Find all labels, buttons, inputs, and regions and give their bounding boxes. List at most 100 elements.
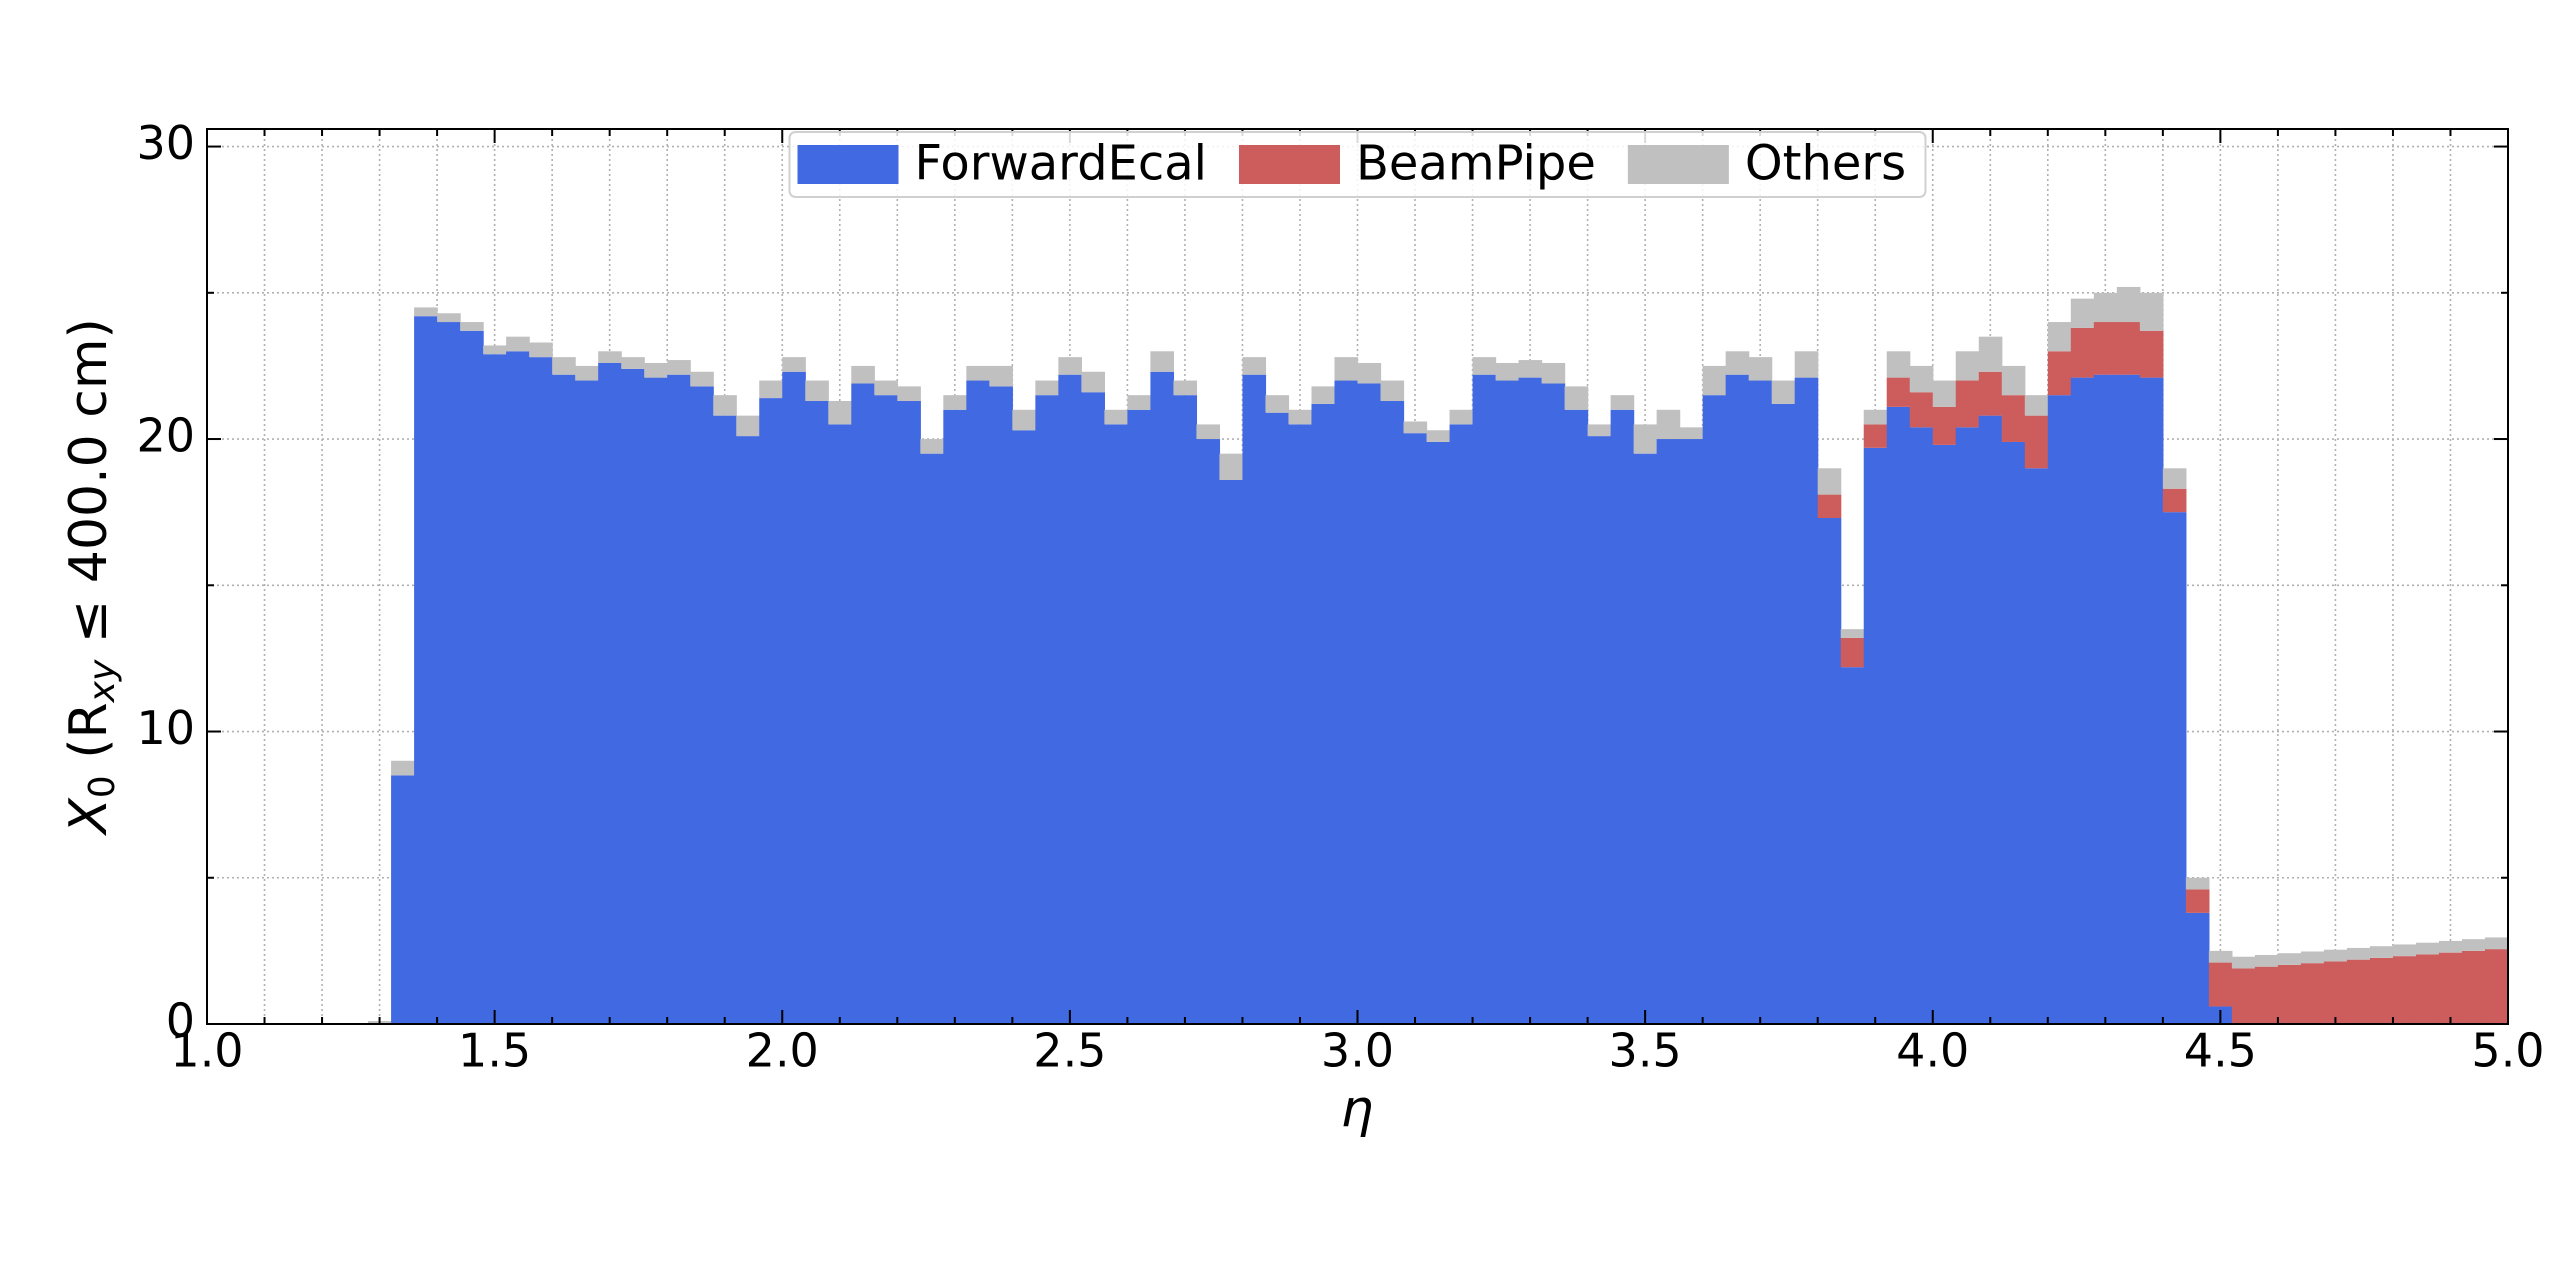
histogram-bar — [1288, 409, 1313, 425]
histogram-bar — [2093, 292, 2118, 323]
histogram-bar — [874, 380, 898, 396]
histogram-bar — [2392, 956, 2417, 1024]
histogram-bar — [575, 365, 599, 381]
histogram-bar — [2231, 968, 2256, 1024]
x-axis-label: η — [1341, 1079, 1374, 1139]
histogram-bar — [1196, 424, 1221, 440]
histogram-bar — [598, 351, 622, 363]
histogram-bar — [1242, 357, 1267, 375]
histogram-bar — [1564, 409, 1589, 1024]
histogram-bar — [943, 395, 967, 410]
histogram-bar — [1334, 380, 1359, 1024]
histogram-bar — [1886, 406, 1911, 1024]
histogram-bar — [2093, 322, 2118, 375]
histogram-bar — [2001, 365, 2026, 396]
histogram-bar — [1748, 380, 1773, 1024]
histogram-bar — [851, 383, 875, 1024]
histogram-bar — [2024, 468, 2049, 1025]
histogram-bar — [1518, 360, 1543, 378]
histogram-bar — [2277, 964, 2302, 1024]
histogram-bar — [1564, 386, 1589, 410]
histogram-bar — [598, 362, 622, 1024]
histogram-bar — [690, 386, 714, 1024]
histogram-bar — [989, 365, 1013, 387]
histogram-bar — [1817, 518, 1842, 1024]
histogram-bar — [1840, 667, 1865, 1024]
histogram-bar — [1219, 479, 1244, 1025]
histogram-bar — [1909, 392, 1934, 428]
histogram-bar — [1035, 395, 1059, 1024]
histogram-bar — [391, 760, 415, 776]
histogram-bar — [2001, 395, 2026, 442]
legend-label: Others — [1745, 136, 1906, 192]
histogram-bar — [2369, 946, 2394, 958]
histogram-bar — [1909, 427, 1934, 1024]
x-tick-label: 2.0 — [746, 1024, 819, 1078]
y-label-part: (R — [59, 702, 119, 775]
histogram-bar — [1380, 380, 1405, 402]
histogram-bar — [1656, 439, 1681, 1024]
histogram-bar — [1380, 401, 1405, 1025]
histogram-bar — [2484, 949, 2509, 1024]
histogram-bar — [2047, 395, 2072, 1024]
histogram-bar — [943, 409, 967, 1024]
histogram-bar — [1081, 392, 1105, 1024]
histogram-bar — [1702, 395, 1727, 1024]
histogram-bar — [1403, 421, 1428, 434]
legend-swatch — [797, 145, 899, 184]
y-tick-label: 30 — [136, 116, 195, 170]
histogram-bar — [1449, 424, 1474, 1024]
histogram-bar — [736, 415, 760, 437]
histogram-bar — [828, 424, 852, 1024]
histogram-bar — [2047, 322, 2072, 352]
histogram-bar — [2162, 468, 2187, 489]
histogram-bar — [1426, 430, 1451, 442]
x-tick-label: 2.5 — [1033, 1024, 1106, 1078]
x-tick-label: 3.5 — [1609, 1024, 1682, 1078]
histogram-bar — [1863, 409, 1888, 425]
histogram-bar — [1932, 406, 1957, 445]
histogram-bar — [1541, 383, 1566, 1024]
histogram-bar — [2139, 292, 2164, 331]
histogram-bar — [506, 336, 530, 352]
histogram-bar — [1633, 424, 1658, 454]
histogram-bar — [1081, 371, 1105, 393]
histogram-bar — [1265, 412, 1290, 1025]
y-tick-label: 10 — [136, 701, 195, 755]
histogram-bar — [483, 345, 507, 355]
histogram-bar — [1955, 427, 1980, 1024]
histogram-bar — [2461, 939, 2486, 951]
histogram-bar — [2369, 957, 2394, 1024]
x-tick-label: 1.0 — [170, 1024, 243, 1078]
histogram-bar — [897, 401, 921, 1025]
histogram-bar — [483, 354, 507, 1025]
histogram-bar — [1978, 371, 2003, 416]
histogram-bar — [2346, 959, 2371, 1024]
histogram-bar — [575, 380, 599, 1024]
histogram-bar — [1012, 430, 1036, 1024]
histogram-bar — [1288, 424, 1313, 1024]
histogram-bar — [1702, 365, 1727, 396]
histogram-bar — [989, 386, 1013, 1024]
histogram-bar — [1173, 395, 1198, 1024]
histogram-bar — [782, 371, 806, 1024]
histogram-bar — [2093, 374, 2118, 1024]
histogram-bar — [2438, 940, 2463, 953]
histogram-bar — [1633, 453, 1658, 1024]
histogram-bar — [1679, 439, 1704, 1024]
histogram-bar — [1817, 468, 1842, 495]
histogram-bar — [2208, 962, 2233, 1007]
histogram-bar — [1311, 386, 1336, 404]
histogram-bar — [2392, 944, 2417, 957]
histogram-bar — [2116, 286, 2141, 323]
histogram-bar — [1150, 371, 1175, 1024]
histogram-bar — [851, 365, 875, 384]
legend-swatch — [1627, 145, 1729, 184]
legend-label: BeamPipe — [1356, 136, 1596, 192]
histogram-bar — [667, 360, 691, 375]
y-tick-label: 20 — [136, 409, 195, 463]
histogram-bar — [2323, 949, 2348, 962]
histogram-bar — [1610, 395, 1635, 410]
histogram-bar — [1012, 409, 1036, 431]
